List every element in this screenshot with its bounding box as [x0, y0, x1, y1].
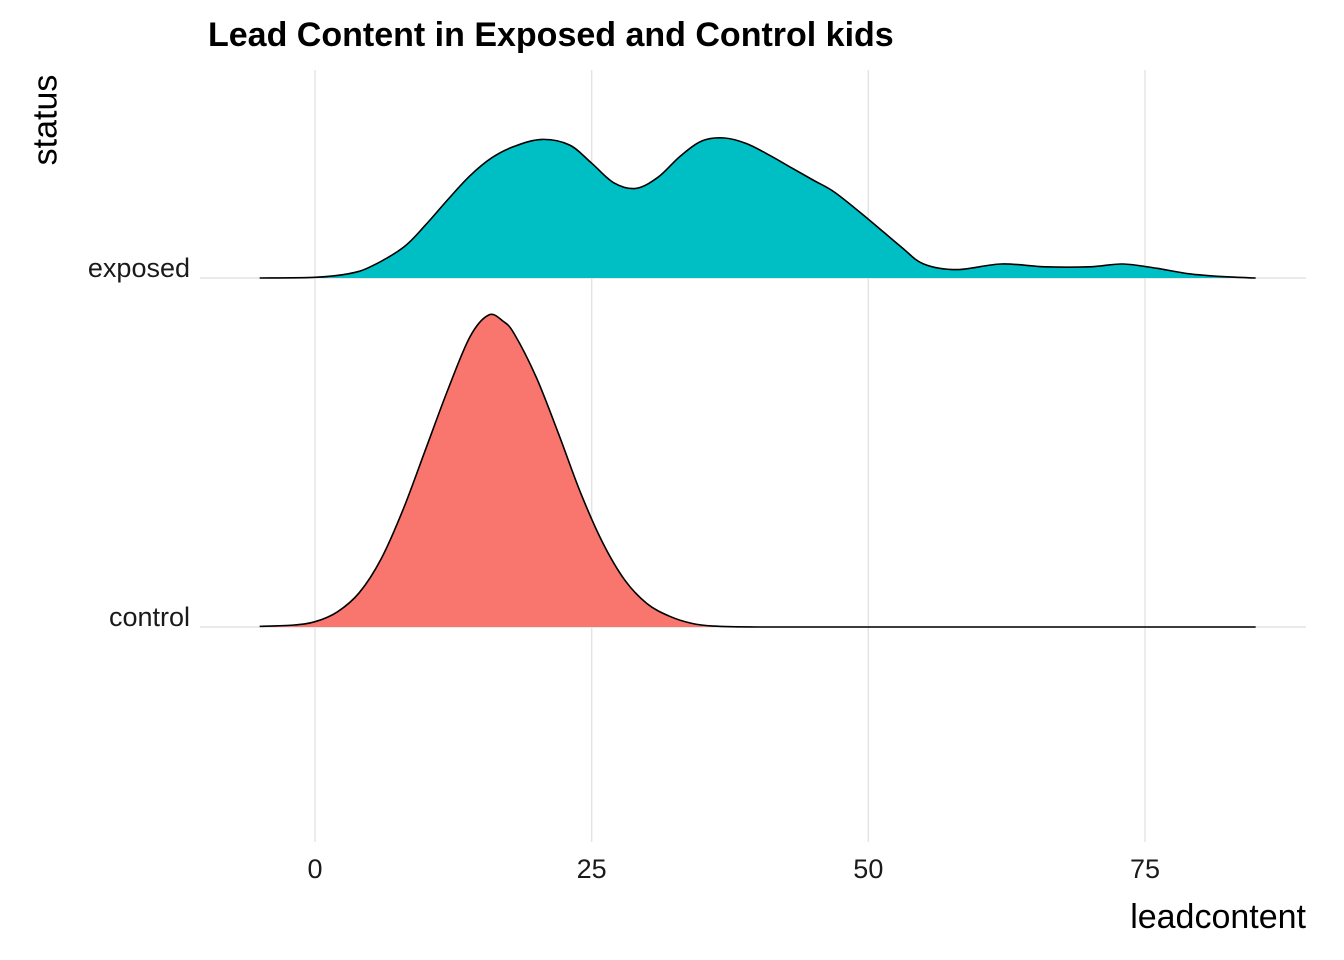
x-tick-label-3: 75 — [1130, 854, 1160, 884]
ridge-fill-control — [259, 314, 1256, 627]
y-tick-label-control: control — [109, 602, 190, 632]
ridge-outline-exposed — [259, 137, 1256, 279]
x-tick-label-1: 25 — [577, 854, 607, 884]
ridge-fill-exposed — [259, 137, 1256, 278]
ridge-outline-control — [259, 313, 1256, 628]
x-tick-label-0: 0 — [307, 854, 322, 884]
y-tick-label-exposed: exposed — [88, 253, 190, 283]
x-axis-label: leadcontent — [1130, 898, 1306, 936]
x-tick-label-2: 50 — [853, 854, 883, 884]
chart-title: Lead Content in Exposed and Control kids — [208, 16, 894, 54]
